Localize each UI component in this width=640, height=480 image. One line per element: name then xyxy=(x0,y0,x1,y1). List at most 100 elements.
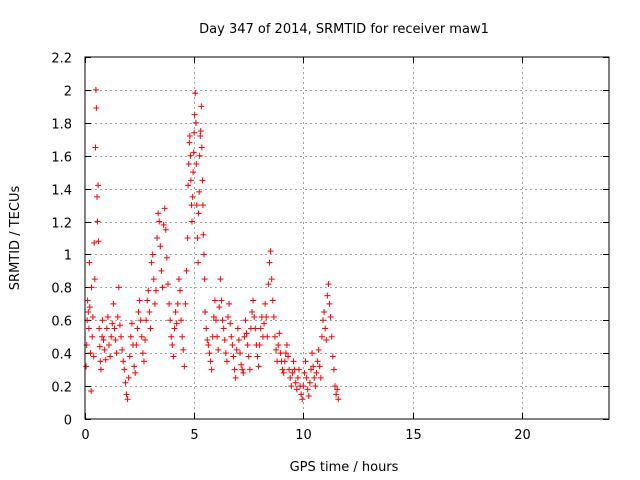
data-point xyxy=(183,267,190,274)
data-point xyxy=(279,366,286,373)
data-point xyxy=(138,333,145,340)
data-point xyxy=(150,276,157,283)
y-tick-labels: 0 0.2 0.4 0.6 0.8 1 1.2 1.4 1.6 1.8 2 2.2 xyxy=(51,52,72,429)
data-point xyxy=(148,259,155,266)
data-point xyxy=(101,346,108,353)
data-point xyxy=(89,333,96,340)
data-point xyxy=(149,251,156,258)
data-point xyxy=(198,103,205,110)
data-point xyxy=(131,363,138,370)
y-tick-label: 0.8 xyxy=(51,282,72,297)
data-point xyxy=(142,337,149,344)
data-point xyxy=(181,363,188,370)
data-point xyxy=(121,366,128,373)
data-point xyxy=(163,254,170,261)
data-point xyxy=(245,353,252,360)
data-point xyxy=(103,325,110,332)
data-point xyxy=(207,358,214,365)
data-point xyxy=(122,379,129,386)
data-point xyxy=(329,353,336,360)
data-point xyxy=(184,235,191,241)
data-point xyxy=(229,341,236,348)
data-point xyxy=(282,350,289,357)
data-point xyxy=(156,218,163,225)
data-point xyxy=(187,152,194,159)
plot-frame xyxy=(84,56,610,420)
data-point xyxy=(94,218,101,225)
data-point xyxy=(124,396,131,403)
data-point xyxy=(300,383,307,390)
data-point xyxy=(158,267,165,274)
data-point xyxy=(205,341,212,348)
data-point xyxy=(330,366,337,373)
y-tick-label: 2 xyxy=(64,85,72,100)
data-point xyxy=(118,333,125,340)
data-point xyxy=(313,369,320,376)
data-point xyxy=(213,317,219,324)
data-point xyxy=(324,292,331,299)
data-point xyxy=(255,363,262,370)
data-point xyxy=(287,374,294,381)
y-tick-label: 0 xyxy=(64,414,72,429)
data-point xyxy=(335,396,342,403)
data-point xyxy=(145,287,152,294)
data-point xyxy=(83,363,90,370)
data-point xyxy=(190,169,197,176)
data-point xyxy=(239,366,246,373)
data-point xyxy=(87,350,94,357)
data-point xyxy=(305,392,312,399)
data-point xyxy=(218,297,225,304)
data-point xyxy=(214,333,221,340)
data-point xyxy=(302,358,309,365)
data-point xyxy=(127,333,134,340)
data-point xyxy=(186,132,193,139)
data-point xyxy=(246,366,253,373)
data-point xyxy=(318,333,325,340)
x-tick-label: 10 xyxy=(295,428,312,443)
data-point xyxy=(289,369,296,376)
data-point xyxy=(264,333,271,340)
data-point xyxy=(86,259,93,266)
data-point xyxy=(85,325,92,332)
data-point xyxy=(293,386,300,393)
data-point xyxy=(111,325,118,332)
data-point xyxy=(250,297,257,304)
data-point xyxy=(283,341,290,348)
data-point xyxy=(178,317,185,324)
data-point xyxy=(220,325,227,332)
data-point xyxy=(174,300,181,307)
y-tick-label: 1.6 xyxy=(51,151,72,166)
data-point xyxy=(295,366,302,373)
data-point xyxy=(242,317,249,324)
data-point xyxy=(144,297,151,304)
data-point xyxy=(215,346,222,353)
data-point xyxy=(135,309,142,316)
data-point xyxy=(319,317,326,324)
data-point xyxy=(162,226,169,233)
data-point xyxy=(85,309,92,316)
data-point xyxy=(151,300,158,307)
data-point xyxy=(187,177,194,184)
data-point xyxy=(194,235,201,241)
data-point xyxy=(276,330,283,337)
data-point xyxy=(304,386,311,393)
data-point xyxy=(203,325,210,332)
data-point xyxy=(102,356,109,363)
data-point xyxy=(139,350,146,357)
data-point xyxy=(191,129,198,136)
data-point xyxy=(86,304,93,311)
data-point xyxy=(192,90,199,97)
data-point xyxy=(211,297,218,304)
data-point xyxy=(133,341,140,348)
data-point xyxy=(134,325,141,332)
data-point xyxy=(238,361,245,368)
data-point xyxy=(298,391,305,398)
data-point xyxy=(193,160,200,167)
data-point xyxy=(232,374,239,381)
data-point xyxy=(303,374,310,381)
data-point xyxy=(199,202,206,209)
data-point xyxy=(327,313,334,320)
y-tick-label: 0.6 xyxy=(51,315,72,330)
data-point xyxy=(146,309,153,316)
